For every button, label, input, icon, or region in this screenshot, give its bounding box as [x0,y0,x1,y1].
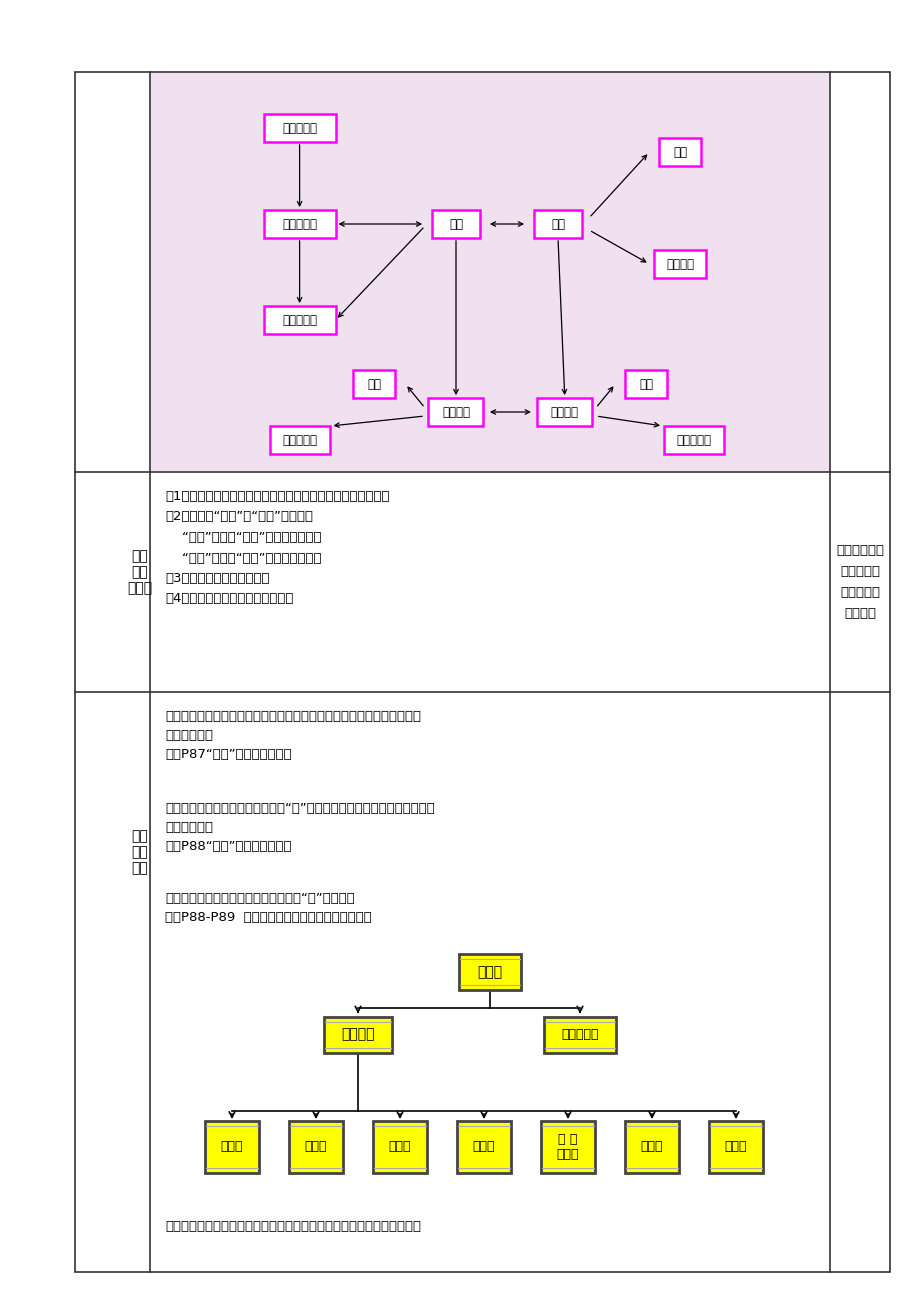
FancyBboxPatch shape [432,210,480,238]
Text: 编辑部: 编辑部 [724,1141,746,1154]
FancyBboxPatch shape [709,1121,762,1173]
Text: 指数: 指数 [448,217,462,230]
Bar [75,72,889,1272]
FancyBboxPatch shape [459,954,520,990]
FancyBboxPatch shape [264,306,335,335]
Text: 定义: 定义 [639,378,652,391]
FancyBboxPatch shape [353,370,395,398]
Text: 结合例题，使
学生明确绘
制结构图的
基本步骤: 结合例题，使 学生明确绘 制结构图的 基本步骤 [835,544,883,620]
Text: 定义: 定义 [367,378,381,391]
Text: 信息部: 信息部 [389,1141,411,1154]
Text: 四、
巩固
新知: 四、 巩固 新知 [131,829,148,875]
FancyBboxPatch shape [264,115,335,142]
FancyBboxPatch shape [653,250,706,279]
Bar [151,73,828,471]
Text: （1）先确定组成系统的基本要素，以及这些要素之间的关系；
（2）处理好“上位”与“下位”的关系：
    “下位”要素比“上位”要素更为具体，
    “上位”: （1）先确定组成系统的基本要素，以及这些要素之间的关系； （2）处理好“上位”与… [165,490,389,605]
Text: 有理指数幂: 有理指数幂 [282,217,317,230]
FancyBboxPatch shape [540,1121,595,1173]
Text: 总经理: 总经理 [477,965,502,979]
Text: 对数函数: 对数函数 [550,405,578,418]
FancyBboxPatch shape [269,426,329,454]
FancyBboxPatch shape [205,1121,259,1173]
Text: 定义: 定义 [673,146,686,159]
Text: 无理指数幂: 无理指数幂 [282,314,317,327]
FancyBboxPatch shape [457,1121,510,1173]
Text: 监理部: 监理部 [304,1141,327,1154]
FancyBboxPatch shape [624,1121,678,1173]
Text: 后勤部: 后勤部 [640,1141,663,1154]
Text: 咋讯部: 咋讯部 [221,1141,243,1154]
Text: 图象与性质: 图象与性质 [282,434,317,447]
FancyBboxPatch shape [323,1017,391,1052]
Text: 运算性质: 运算性质 [665,258,694,271]
Text: 总工程师: 总工程师 [341,1027,374,1042]
Text: 专家办公室: 专家办公室 [561,1029,598,1042]
Text: 对数: 对数 [550,217,564,230]
Text: 指数函数: 指数函数 [441,405,470,418]
Text: 题型二、在结构图中也常出现一些“环”形结构，这种情形常在表达逻辑先后
关系时出现。
如：P88“概率”的知识结构图。: 题型二、在结构图中也常出现一些“环”形结构，这种情形常在表达逻辑先后 关系时出现… [165,802,435,853]
Text: 题型一、首先要确定组成结构图的基本要素，然后通过连线来标明各要素
之间的关系。
如：P87“统计”的知识结构图。: 题型一、首先要确定组成结构图的基本要素，然后通过连线来标明各要素 之间的关系。 … [165,710,421,760]
FancyBboxPatch shape [289,1121,343,1173]
FancyBboxPatch shape [625,370,666,398]
FancyBboxPatch shape [372,1121,426,1173]
FancyBboxPatch shape [264,210,335,238]
FancyBboxPatch shape [659,138,700,165]
Text: 开发部: 开发部 [472,1141,494,1154]
Text: 图象与性质: 图象与性质 [675,434,710,447]
Text: 财 务
计划部: 财 务 计划部 [556,1133,579,1161]
FancyBboxPatch shape [533,210,582,238]
Text: 三、
绘制
结构图: 三、 绘制 结构图 [128,549,153,595]
Text: 题型三、表示一个组织或部门构成，呈“树”形结构。
如：P88-P89  某校学生会、某公司的组织结构图。: 题型三、表示一个组织或部门构成，呈“树”形结构。 如：P88-P89 某校学生会… [165,892,371,924]
FancyBboxPatch shape [664,426,723,454]
Text: 整数指数幂: 整数指数幂 [282,121,317,134]
FancyBboxPatch shape [428,398,483,426]
FancyBboxPatch shape [543,1017,616,1052]
Text: 题型四、除了表达知识结构和组织结构，结构图还广泛应用于其它情形，: 题型四、除了表达知识结构和组织结构，结构图还广泛应用于其它情形， [165,1220,421,1233]
FancyBboxPatch shape [537,398,592,426]
